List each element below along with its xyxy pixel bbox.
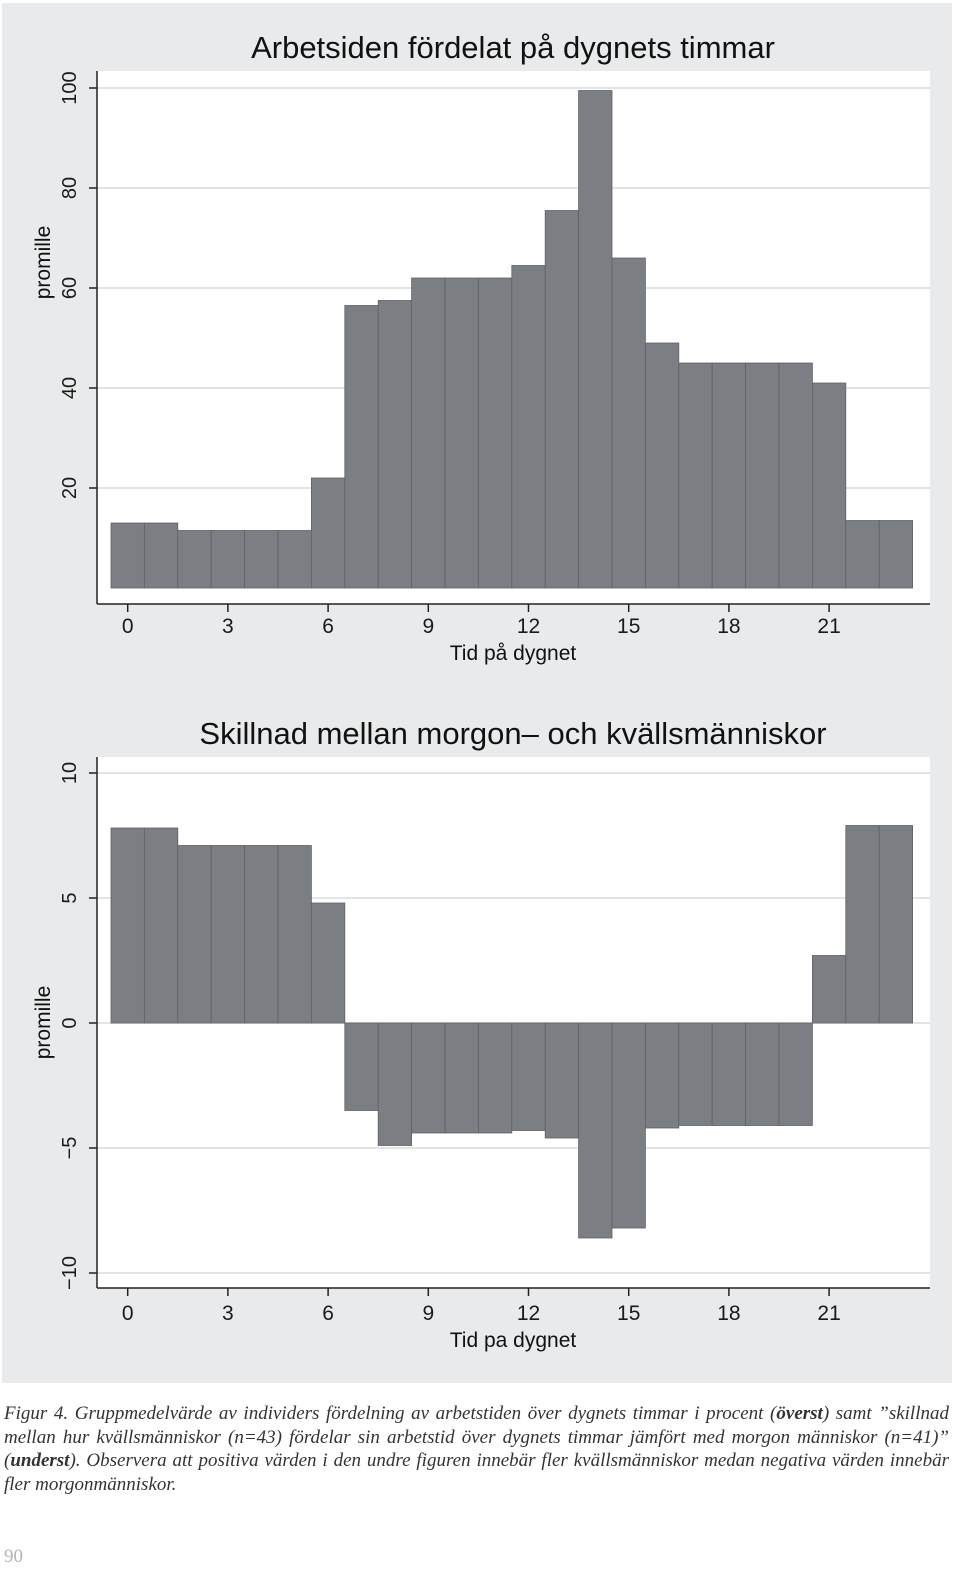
bar (244, 530, 279, 589)
bar (745, 1022, 780, 1126)
x-tick-label: 6 (322, 615, 334, 638)
bar (110, 827, 145, 1024)
bar (477, 1022, 513, 1134)
bar (678, 362, 713, 589)
x-tick-label: 18 (717, 615, 740, 638)
bar (711, 362, 747, 589)
x-tick-label: 21 (817, 1302, 840, 1325)
y-tick-label: 40 (59, 377, 81, 399)
bar (344, 1022, 379, 1111)
y-tick-label: 80 (59, 177, 81, 199)
y-tick-label: 100 (59, 71, 81, 104)
chart-panel-top: 20 40 60 80 100 0 3 6 9 12 15 18 21 Arbetsiden fördel… (2, 3, 952, 691)
bar (444, 1022, 479, 1134)
bar (277, 845, 312, 1024)
bar (277, 530, 312, 589)
bar (778, 362, 813, 589)
bar (210, 530, 245, 589)
x-tick-label: 6 (322, 1302, 334, 1325)
chart-title: Skillnad mellan morgon– och kvällsmännis… (199, 716, 826, 751)
bar (544, 1022, 580, 1139)
chart-panel-bottom: −10 −5 0 5 10 0 3 6 9 12 15 18 21 Skillnad mellan mor… (2, 691, 952, 1383)
x-tick-label: 3 (222, 615, 234, 638)
bar (778, 1022, 813, 1126)
bar (244, 845, 279, 1024)
bar (745, 362, 780, 589)
caption-lead: Figur 4. Gruppmedelvärde av individers f… (4, 1403, 777, 1424)
y-tick-label: 5 (59, 892, 81, 903)
bar (143, 522, 179, 589)
bar (645, 342, 680, 589)
x-tick-label: 0 (122, 1302, 134, 1325)
caption-bold-bottom: underst (10, 1450, 70, 1471)
x-tick-label: 15 (617, 1302, 640, 1325)
caption-tail: ). Observera att positiva värden i den u… (4, 1450, 949, 1495)
bar (511, 1022, 546, 1131)
y-axis-label: promille (32, 986, 55, 1060)
x-tick-label: 12 (517, 615, 540, 638)
x-axis-label: Tid på dygnet (450, 642, 577, 665)
bar (444, 277, 479, 589)
bar (711, 1022, 747, 1126)
figure-caption: Figur 4. Gruppmedelvärde av individers f… (4, 1402, 949, 1496)
bar (377, 300, 413, 589)
x-tick-label: 21 (817, 615, 840, 638)
bar (812, 955, 847, 1024)
bar (411, 1022, 446, 1134)
bar (110, 522, 145, 589)
bar (377, 1022, 413, 1146)
x-tick-label: 12 (517, 1302, 540, 1325)
x-tick-label: 3 (222, 1302, 234, 1325)
bar (143, 827, 179, 1024)
caption-bold-top: överst (776, 1403, 823, 1424)
caption-mid: ) samt ”skillnad mellan hur kvällsmännis… (4, 1403, 949, 1471)
chart-top: 20 40 60 80 100 0 3 6 9 12 15 18 21 Arbetsiden fördel… (32, 30, 930, 665)
bar (878, 520, 914, 589)
x-tick-label: 18 (717, 1302, 740, 1325)
bar (177, 845, 212, 1024)
bar (210, 845, 245, 1024)
bar (678, 1022, 713, 1126)
y-tick-label: −10 (59, 1256, 81, 1290)
bar (578, 1022, 613, 1239)
page-number: 90 (4, 1546, 23, 1567)
bar (310, 902, 346, 1024)
bar (344, 305, 379, 589)
bar (511, 265, 546, 589)
bar (578, 90, 613, 589)
bar (845, 520, 880, 589)
chart-bottom: −10 −5 0 5 10 0 3 6 9 12 15 18 21 Skillnad mellan mor… (32, 716, 930, 1352)
bar (411, 277, 446, 589)
bar (645, 1022, 680, 1129)
bar (477, 277, 513, 589)
bar (544, 210, 580, 589)
bar (812, 382, 847, 589)
bar (177, 530, 212, 589)
y-axis-label: promille (32, 226, 55, 300)
y-tick-label: −5 (59, 1137, 81, 1160)
x-axis-label: Tid pa dygnet (450, 1329, 577, 1352)
y-tick-label: 20 (59, 477, 81, 499)
x-tick-label: 9 (422, 1302, 434, 1325)
x-tick-label: 9 (422, 615, 434, 638)
bar (611, 257, 646, 589)
x-tick-label: 15 (617, 615, 640, 638)
bar (310, 477, 346, 589)
y-tick-label: 10 (59, 762, 81, 784)
bar (845, 825, 880, 1024)
x-tick-label: 0 (122, 615, 134, 638)
bar (878, 825, 914, 1024)
chart-title: Arbetsiden fördelat på dygnets timmar (251, 30, 775, 65)
y-tick-label: 0 (59, 1017, 81, 1028)
y-tick-label: 60 (59, 277, 81, 299)
bar (611, 1022, 646, 1229)
